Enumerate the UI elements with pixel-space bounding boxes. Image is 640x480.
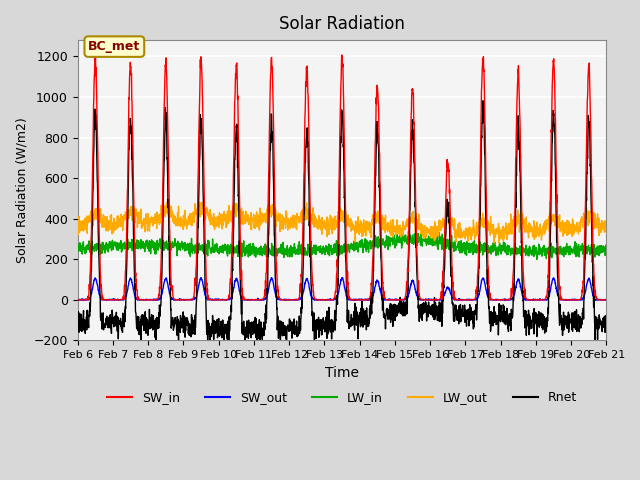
Title: Solar Radiation: Solar Radiation bbox=[279, 15, 405, 33]
Legend: SW_in, SW_out, LW_in, LW_out, Rnet: SW_in, SW_out, LW_in, LW_out, Rnet bbox=[102, 386, 582, 409]
Y-axis label: Solar Radiation (W/m2): Solar Radiation (W/m2) bbox=[15, 118, 28, 263]
X-axis label: Time: Time bbox=[325, 366, 359, 380]
Text: BC_met: BC_met bbox=[88, 40, 140, 53]
